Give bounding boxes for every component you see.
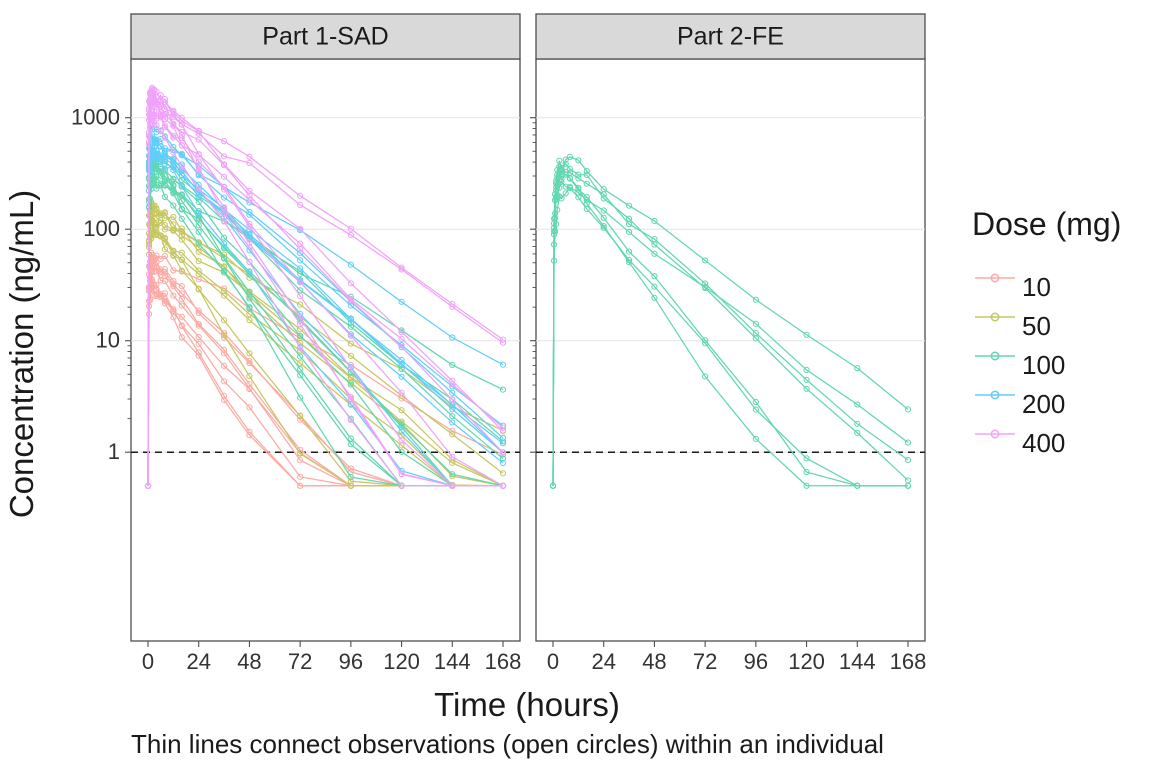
svg-text:1: 1 [108, 439, 120, 464]
svg-text:144: 144 [839, 649, 876, 674]
svg-text:168: 168 [890, 649, 927, 674]
svg-text:10: 10 [96, 328, 120, 353]
svg-text:96: 96 [744, 649, 768, 674]
svg-text:72: 72 [288, 649, 312, 674]
svg-text:100: 100 [83, 216, 120, 241]
svg-text:96: 96 [339, 649, 363, 674]
svg-text:144: 144 [434, 649, 471, 674]
svg-text:Part 1-SAD: Part 1-SAD [262, 23, 388, 51]
svg-text:24: 24 [591, 649, 615, 674]
svg-text:168: 168 [485, 649, 522, 674]
svg-text:48: 48 [237, 649, 261, 674]
svg-text:72: 72 [693, 649, 717, 674]
svg-text:Part 2-FE: Part 2-FE [677, 23, 784, 51]
svg-text:48: 48 [642, 649, 666, 674]
svg-text:0: 0 [547, 649, 559, 674]
svg-text:120: 120 [788, 649, 825, 674]
svg-text:24: 24 [186, 649, 210, 674]
svg-text:120: 120 [383, 649, 420, 674]
svg-text:1000: 1000 [71, 105, 120, 130]
svg-text:0: 0 [142, 649, 154, 674]
